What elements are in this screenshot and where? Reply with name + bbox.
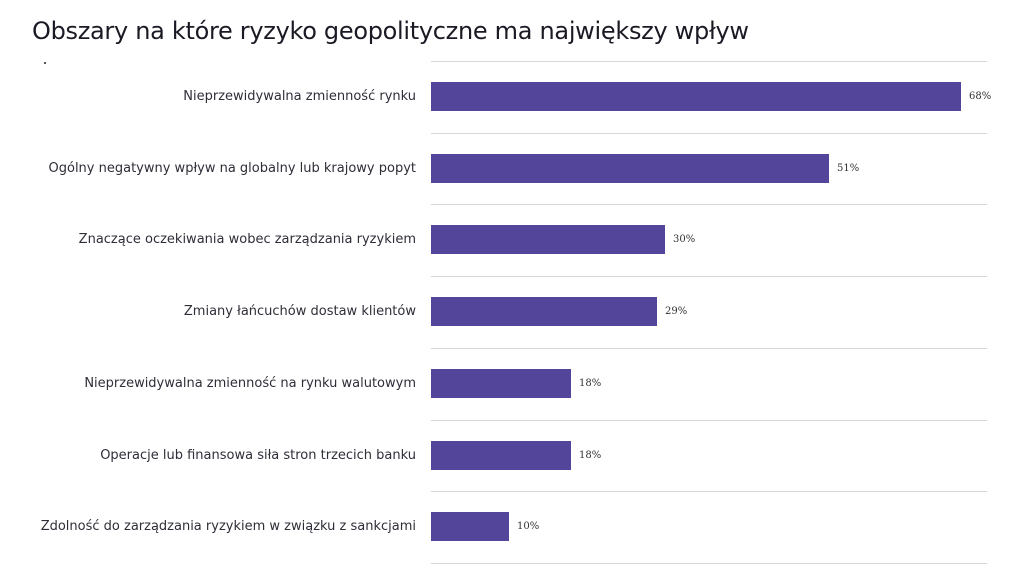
chart-title: Obszary na które ryzyko geopolityczne ma… <box>32 17 749 45</box>
category-label: Nieprzewidywalna zmienność na rynku walu… <box>84 376 416 391</box>
category-label: Nieprzewidywalna zmienność rynku <box>183 89 416 104</box>
gridline <box>431 61 987 62</box>
value-label: 29% <box>665 306 688 317</box>
bar-row: Operacje lub finansowa siła stron trzeci… <box>0 420 1024 492</box>
bar <box>431 441 571 470</box>
gridline <box>431 133 987 134</box>
category-label: Znaczące oczekiwania wobec zarządzania r… <box>78 232 416 247</box>
bar <box>431 225 665 254</box>
bar <box>431 297 657 326</box>
gridline <box>431 420 987 421</box>
bar <box>431 512 509 541</box>
gridline <box>431 491 987 492</box>
bar <box>431 154 829 183</box>
bar-row: Znaczące oczekiwania wobec zarządzania r… <box>0 204 1024 276</box>
category-label: Zmiany łańcuchów dostaw klientów <box>183 304 416 319</box>
value-label: 18% <box>579 450 602 461</box>
bar <box>431 82 961 111</box>
category-label: Operacje lub finansowa siła stron trzeci… <box>100 448 416 463</box>
value-label: 30% <box>673 234 696 245</box>
bar-row: Nieprzewidywalna zmienność rynku 68% <box>0 61 1024 133</box>
category-label: Zdolność do zarządzania ryzykiem w związ… <box>40 519 416 534</box>
gridline <box>431 276 987 277</box>
gridline <box>431 204 987 205</box>
value-label: 51% <box>837 163 860 174</box>
gridline <box>431 348 987 349</box>
gridline <box>431 563 987 564</box>
value-label: 68% <box>969 91 992 102</box>
bar-row: Zmiany łańcuchów dostaw klientów 29% <box>0 276 1024 348</box>
bar <box>431 369 571 398</box>
value-label: 18% <box>579 378 602 389</box>
value-label: 10% <box>517 521 540 532</box>
bar-row: Zdolność do zarządzania ryzykiem w związ… <box>0 491 1024 563</box>
bar-row: Ogólny negatywny wpływ na globalny lub k… <box>0 133 1024 205</box>
subtitle-mark <box>44 62 46 64</box>
bar-row: Nieprzewidywalna zmienność na rynku walu… <box>0 348 1024 420</box>
category-label: Ogólny negatywny wpływ na globalny lub k… <box>48 161 417 176</box>
